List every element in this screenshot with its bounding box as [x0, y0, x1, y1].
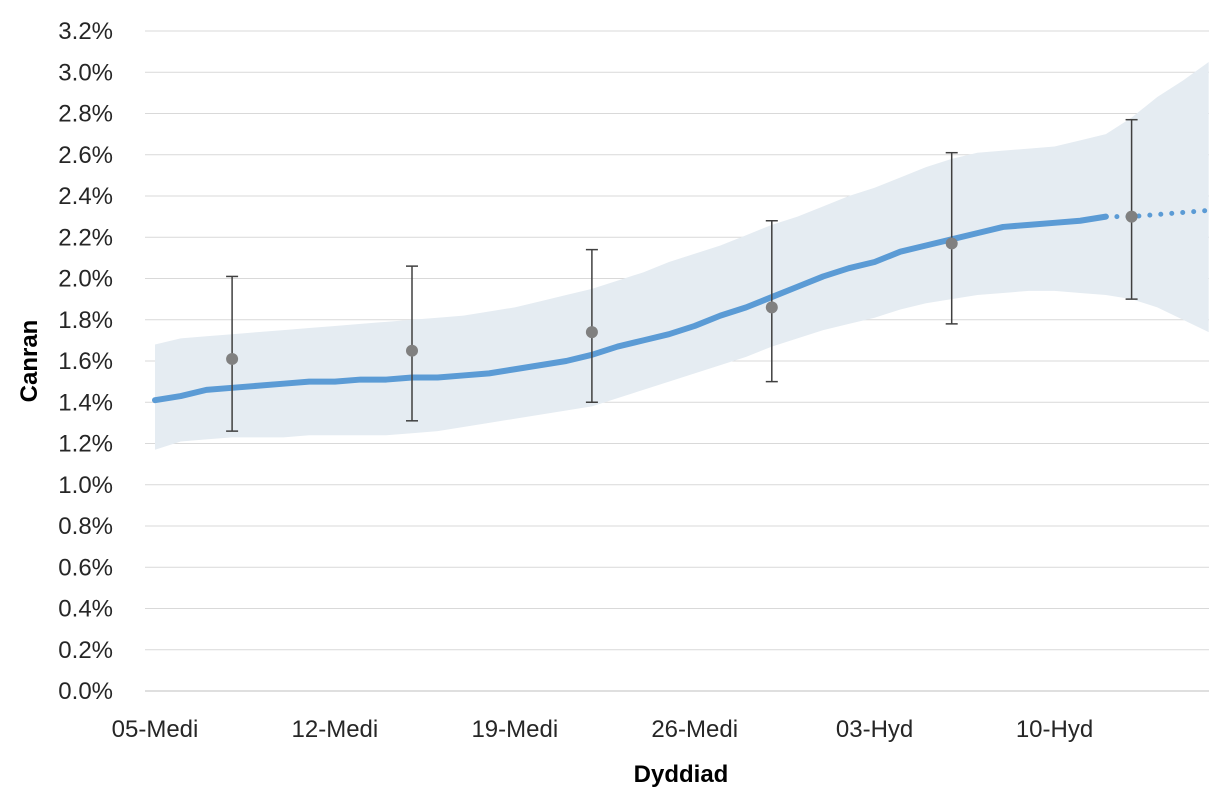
- y-tick-label: 2.0%: [58, 266, 113, 293]
- x-tick-label: 10-Hyd: [1016, 716, 1093, 743]
- data-point: [765, 301, 778, 314]
- y-tick-label: 0.8%: [58, 513, 113, 540]
- projection-line: [1103, 207, 1209, 220]
- data-point: [585, 326, 598, 339]
- confidence-band: [155, 61, 1209, 450]
- y-tick-label: 2.6%: [58, 142, 113, 169]
- y-tick-label: 3.0%: [58, 59, 113, 86]
- y-tick-label: 2.4%: [58, 183, 113, 210]
- y-tick-label: 1.2%: [58, 431, 113, 458]
- y-tick-label: 1.0%: [58, 472, 113, 499]
- x-tick-label: 26-Medi: [651, 716, 738, 743]
- y-tick-label: 0.6%: [58, 554, 113, 581]
- x-tick-label: 03-Hyd: [836, 716, 913, 743]
- y-tick-label: 2.2%: [58, 224, 113, 251]
- x-tick-label: 05-Medi: [112, 716, 199, 743]
- y-tick-label: 0.0%: [58, 678, 113, 705]
- confidence-band-area: [155, 61, 1209, 450]
- x-tick-label: 19-Medi: [471, 716, 558, 743]
- y-tick-label: 0.4%: [58, 596, 113, 623]
- y-tick-label: 3.2%: [58, 18, 113, 45]
- y-tick-label: 1.4%: [58, 389, 113, 416]
- error-bars: [226, 118, 1138, 432]
- x-axis-title: Dyddiad: [634, 761, 729, 788]
- data-point: [406, 344, 418, 357]
- y-tick-label: 2.8%: [58, 101, 113, 128]
- data-point: [1125, 210, 1138, 223]
- y-axis-title: Canran: [16, 320, 43, 403]
- data-point: [945, 237, 958, 250]
- data-points: [226, 210, 1138, 365]
- y-tick-label: 1.8%: [58, 307, 113, 334]
- x-tick-label: 12-Medi: [292, 716, 379, 743]
- x-axis-ticks: 05-Medi 12-Medi 19-Medi 26-Medi 03-Hyd 10-Hyd: [112, 716, 1094, 743]
- y-axis-ticks: 0.0% 0.2% 0.4% 0.6% 0.8% 1.0% 1.2% 1.4% 1.6% 1.8%…: [58, 18, 113, 705]
- y-tick-label: 0.2%: [58, 637, 113, 664]
- y-tick-label: 1.6%: [58, 348, 113, 375]
- data-point: [226, 352, 239, 365]
